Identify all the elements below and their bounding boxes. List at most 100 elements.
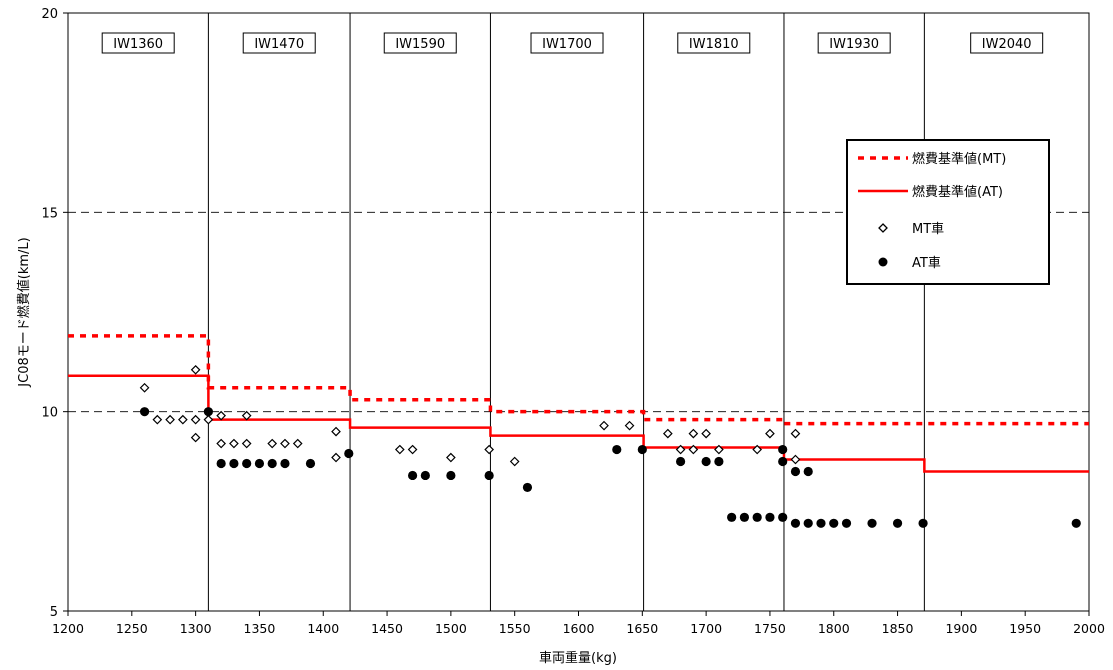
- class-label-text: IW1930: [829, 37, 879, 52]
- at-point-28: [803, 466, 813, 477]
- x-tick-label-1350: 1350: [244, 621, 276, 636]
- legend-at-standard-label: 燃費基準値(AT): [912, 184, 1003, 200]
- legend-mt-marker: [878, 223, 888, 233]
- legend-at-label: AT車: [912, 256, 941, 271]
- legend-mt-label: MT車: [912, 222, 944, 237]
- y-tick-label-5: 5: [50, 605, 58, 620]
- at-point-16: [637, 444, 647, 455]
- class-label-box: [817, 32, 891, 54]
- at-point-32: [829, 518, 839, 528]
- at-point-27: [790, 466, 801, 477]
- mt-point-19: [407, 444, 418, 455]
- at-point-34: [867, 518, 877, 528]
- mt-point-22: [509, 456, 520, 467]
- at-point-13: [484, 470, 494, 481]
- x-tick-label-1900: 1900: [945, 621, 977, 636]
- x-tick-label-1200: 1200: [52, 621, 84, 636]
- class-label-IW1810: IW1810: [677, 32, 751, 54]
- class-label-box: [970, 32, 1044, 54]
- class-label-box: [383, 32, 457, 54]
- class-label-IW1470: IW1470: [242, 32, 316, 54]
- at-point-6: [267, 458, 277, 469]
- at-point-5: [254, 458, 265, 469]
- at-point-24: [778, 512, 788, 522]
- mt-point-33: [790, 428, 801, 439]
- x-tick-label-1550: 1550: [499, 621, 531, 636]
- at-point-7: [280, 458, 290, 469]
- x-tick-label-2000: 2000: [1073, 621, 1105, 636]
- mt-point-16: [331, 426, 341, 437]
- mt-point-29: [701, 428, 711, 439]
- class-divider-layer: IW1360 IW1470 IW1590 IW1700 IW1810 IW1930 IW20…: [101, 13, 1044, 611]
- class-label-IW1700: IW1700: [530, 32, 604, 54]
- class-label-box: [530, 32, 604, 54]
- mt-point-1: [152, 414, 163, 425]
- mt-point-20: [446, 452, 456, 463]
- axis-layer: 1200 1250 1300 1350 1400 1450 1500 1550 1600 1650…: [41, 7, 1104, 636]
- mt-point-27: [688, 428, 699, 439]
- x-tick-label-1700: 1700: [690, 621, 722, 636]
- legend: 燃費基準値(MT) 燃費基準値(AT) MT車 AT車: [846, 139, 1050, 285]
- x-axis-label: 車両重量(kg): [539, 650, 617, 666]
- x-tick-label-1650: 1650: [626, 621, 658, 636]
- at-point-19: [714, 456, 724, 467]
- class-label-text: IW1590: [395, 37, 445, 52]
- mt-point-17: [331, 452, 341, 463]
- class-label-text: IW1810: [689, 37, 739, 52]
- plot-area: [67, 12, 1090, 612]
- at-point-1: [203, 407, 213, 417]
- x-tick-label-1800: 1800: [818, 621, 850, 636]
- at-point-4: [242, 458, 252, 469]
- class-label-text: IW2040: [982, 37, 1032, 52]
- at-point-31: [816, 518, 826, 528]
- mt-point-12: [241, 410, 252, 421]
- class-label-text: IW1360: [113, 37, 163, 52]
- at-point-2: [216, 458, 226, 469]
- x-tick-label-1300: 1300: [180, 621, 212, 636]
- at-point-25: [778, 456, 788, 467]
- mt-point-13: [267, 438, 278, 449]
- y-tick-label-10: 10: [41, 406, 58, 421]
- y-tick-label-20: 20: [41, 7, 58, 22]
- class-label-text: IW1470: [254, 37, 304, 52]
- mt-point-14: [280, 438, 290, 449]
- at-point-14: [522, 482, 533, 493]
- mt-point-24: [624, 420, 635, 431]
- y-tick-label-15: 15: [41, 206, 58, 221]
- mt-point-28: [688, 444, 699, 455]
- at-point-37: [1071, 518, 1081, 528]
- at-point-26: [778, 444, 788, 455]
- class-label-box: [677, 32, 751, 54]
- x-tick-label-1450: 1450: [371, 621, 403, 636]
- class-label-IW1590: IW1590: [383, 32, 457, 54]
- series-mt-points: [139, 364, 801, 467]
- mt-point-0: [139, 382, 150, 393]
- mt-point-5: [190, 414, 201, 425]
- at-point-10: [407, 470, 418, 481]
- legend-at-marker: [878, 257, 888, 267]
- class-label-IW1930: IW1930: [817, 32, 891, 54]
- at-point-35: [892, 518, 903, 528]
- mt-point-31: [752, 444, 763, 455]
- at-point-29: [790, 518, 801, 528]
- mt-point-30: [714, 444, 724, 455]
- mt-point-34: [790, 454, 801, 465]
- series-line: [68, 374, 1089, 473]
- mt-point-25: [662, 428, 673, 439]
- mt-point-6: [190, 364, 201, 375]
- mt-point-4: [190, 432, 201, 443]
- class-label-text: IW1700: [542, 37, 592, 52]
- mt-point-11: [241, 438, 252, 449]
- at-point-23: [765, 512, 775, 522]
- y-axis-label: JC08モード燃費値(km/L): [16, 237, 32, 387]
- at-point-36: [918, 518, 928, 528]
- mt-point-23: [599, 420, 609, 431]
- class-label-box: [101, 32, 175, 54]
- at-point-8: [305, 458, 316, 469]
- at-point-0: [139, 407, 150, 417]
- mt-point-9: [216, 438, 226, 449]
- class-label-IW1360: IW1360: [101, 32, 175, 54]
- legend-mt-standard-label: 燃費基準値(MT): [912, 151, 1006, 167]
- at-point-9: [344, 448, 354, 459]
- at-point-12: [446, 470, 456, 481]
